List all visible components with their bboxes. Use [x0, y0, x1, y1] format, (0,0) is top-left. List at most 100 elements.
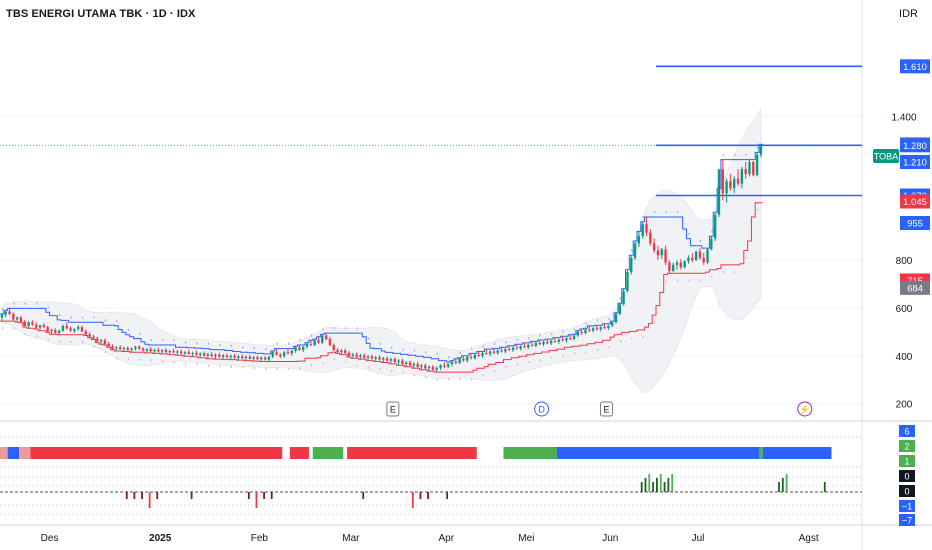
- candle-body: [302, 346, 305, 350]
- candle-body: [534, 342, 538, 346]
- candle: [260, 356, 263, 362]
- candle-body: [50, 329, 53, 332]
- candle: [549, 340, 553, 346]
- event-marker-split[interactable]: ⚡: [797, 401, 813, 417]
- candle: [424, 363, 427, 370]
- candle: [355, 352, 358, 358]
- candle: [57, 329, 61, 335]
- candle: [191, 351, 194, 357]
- candle-body: [408, 362, 412, 366]
- candle: [42, 323, 46, 329]
- candle-body: [626, 272, 629, 292]
- candle: [241, 354, 244, 360]
- candle-body: [263, 357, 267, 360]
- candle: [527, 343, 530, 350]
- candle: [706, 248, 709, 264]
- bollinger-band: [1, 107, 762, 393]
- candle: [321, 334, 324, 344]
- candle: [302, 346, 305, 353]
- candle: [561, 336, 564, 342]
- candle: [450, 360, 454, 367]
- earnings-badge[interactable]: [386, 401, 400, 417]
- candle-body: [538, 342, 541, 345]
- guide-lines: [0, 143, 763, 381]
- candle: [115, 346, 118, 352]
- candle: [401, 358, 404, 365]
- candle-body: [641, 224, 644, 237]
- event-marker-earnings[interactable]: E: [386, 401, 400, 417]
- candle: [328, 336, 332, 347]
- indicator-panel: 6 2 1 0 0 −1 −7: [0, 425, 915, 526]
- candle: [515, 344, 519, 350]
- candle-body: [241, 356, 244, 359]
- candle-body: [710, 238, 713, 250]
- candle: [317, 336, 320, 344]
- candle-body: [744, 169, 747, 174]
- trend-segment: [503, 447, 557, 459]
- bear-bar: [270, 492, 273, 499]
- candle: [485, 349, 488, 355]
- candle: [149, 347, 152, 353]
- earnings-badge[interactable]: [599, 401, 613, 417]
- candle-body: [668, 262, 671, 271]
- candle: [569, 334, 572, 341]
- candle: [202, 351, 206, 357]
- candle: [374, 355, 377, 362]
- candle: [347, 351, 351, 357]
- candle: [630, 255, 633, 275]
- candle-body: [153, 349, 156, 352]
- bear-bar: [411, 492, 414, 508]
- bear-bar: [148, 492, 151, 508]
- indicator-tag-bg: [899, 455, 915, 467]
- candle-body: [305, 343, 309, 347]
- candle: [195, 350, 198, 356]
- bear-bar: [190, 492, 193, 499]
- candle-body: [237, 356, 240, 358]
- candle: [111, 344, 114, 350]
- candle: [153, 348, 156, 354]
- indicator-tag-bg: [899, 514, 915, 526]
- candle-body: [118, 347, 122, 350]
- split-badge[interactable]: [797, 401, 813, 417]
- indicator-row-tag: 6: [899, 425, 915, 437]
- candle-body: [134, 346, 137, 349]
- event-marker-earnings[interactable]: E: [599, 401, 613, 417]
- candle: [454, 358, 457, 365]
- candle: [282, 351, 286, 358]
- candle: [500, 347, 503, 353]
- bull-bar: [781, 478, 784, 492]
- candle: [35, 322, 38, 330]
- candle: [305, 342, 309, 349]
- price-tag-bg: [900, 155, 930, 170]
- candle: [252, 355, 255, 362]
- candle-body: [416, 363, 419, 367]
- event-marker-dividend[interactable]: D: [534, 401, 550, 417]
- candle-body: [649, 232, 652, 244]
- candle-body: [4, 311, 7, 315]
- candle: [160, 349, 164, 354]
- candle-body: [729, 181, 732, 189]
- candle-body: [595, 328, 599, 330]
- candle: [145, 348, 149, 353]
- candle-body: [424, 365, 427, 369]
- candle: [439, 364, 442, 371]
- candle-body: [466, 356, 469, 361]
- candle-body: [351, 354, 354, 356]
- trend-segment: [556, 447, 760, 459]
- price-tag-blue: 955: [900, 216, 930, 231]
- candle-body: [752, 162, 755, 176]
- candles: [0, 144, 763, 373]
- candle: [8, 308, 11, 316]
- price-tick-label: 600: [896, 304, 913, 315]
- candle-body: [313, 340, 316, 346]
- candle-body: [233, 355, 236, 358]
- dividend-badge[interactable]: [534, 401, 550, 417]
- candle-body: [546, 341, 549, 344]
- candle: [412, 362, 416, 369]
- candle: [164, 348, 168, 353]
- candle-body: [721, 169, 724, 194]
- price-tick-label: 800: [896, 256, 913, 267]
- candle: [664, 245, 667, 265]
- candle: [633, 240, 637, 261]
